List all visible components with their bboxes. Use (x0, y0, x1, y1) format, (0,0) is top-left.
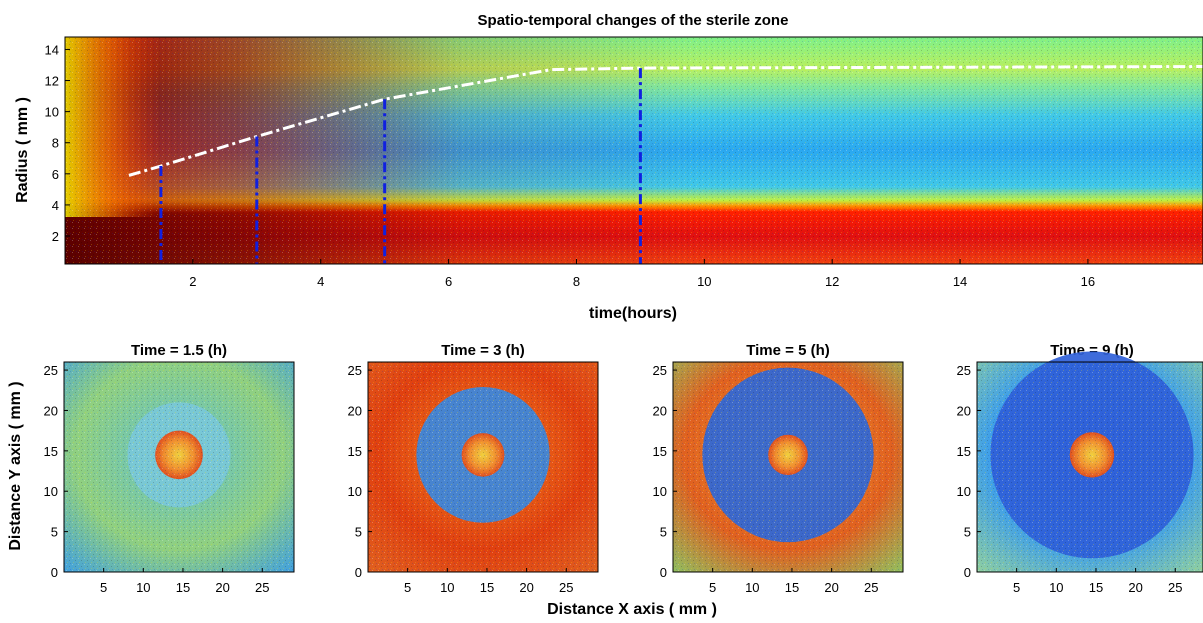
panel-y-tick-label: 20 (348, 403, 362, 418)
top-x-tick-label: 4 (317, 274, 324, 289)
panel-x-tick-label: 25 (559, 580, 573, 595)
panel-noise (977, 362, 1203, 572)
panel-x-tick-label: 10 (136, 580, 150, 595)
panel-y-tick-label: 25 (44, 363, 58, 378)
panel-title: Time = 3 (h) (441, 342, 525, 359)
top-plot-frame (64, 36, 1203, 265)
bottom-y-axis-label: Distance Y axis ( mm ) (7, 381, 24, 550)
panel-x-tick-label: 20 (1128, 580, 1142, 595)
top-y-tick-label: 4 (52, 198, 59, 213)
top-x-tick-label: 12 (825, 274, 839, 289)
top-x-tick-label: 16 (1081, 274, 1095, 289)
heatmap-noise (65, 37, 1203, 264)
panel-x-tick-label: 15 (1089, 580, 1103, 595)
panel-y-tick-label: 5 (660, 525, 667, 540)
panel-x-tick-label: 25 (1168, 580, 1182, 595)
panel-y-tick-label: 15 (44, 444, 58, 459)
panel-x-tick-label: 10 (745, 580, 759, 595)
panel-x-tick-label: 10 (1049, 580, 1063, 595)
panel-noise (368, 362, 598, 572)
panel-y-tick-label: 5 (355, 525, 362, 540)
panel-x-tick-label: 15 (785, 580, 799, 595)
panel-x-tick-label: 15 (480, 580, 494, 595)
top-chart-title: Spatio-temporal changes of the sterile z… (478, 12, 789, 29)
panel-y-tick-label: 15 (957, 444, 971, 459)
panel-title: Time = 1.5 (h) (131, 342, 227, 359)
panel-x-tick-label: 25 (864, 580, 878, 595)
panel-y-tick-label: 10 (44, 484, 58, 499)
top-x-axis-label: time(hours) (589, 305, 677, 322)
top-y-axis-label: Radius ( mm ) (14, 97, 31, 203)
top-y-tick-label: 14 (45, 42, 59, 57)
top-x-tick-label: 8 (573, 274, 580, 289)
panel-y-tick-label: 0 (964, 565, 971, 580)
panel-x-tick-label: 5 (404, 580, 411, 595)
panel-y-tick-label: 0 (660, 565, 667, 580)
panel-y-tick-label: 10 (653, 484, 667, 499)
panel-y-tick-label: 0 (355, 565, 362, 580)
top-axes: 2 4 6 8 10 12 14 16 2 4 6 8 10 12 14 (45, 36, 1203, 289)
panel-y-tick-label: 20 (957, 403, 971, 418)
top-heatmap (65, 37, 1203, 264)
top-x-tick-label: 10 (697, 274, 711, 289)
panel-frame (672, 361, 904, 573)
top-y-tick-label: 8 (52, 136, 59, 151)
panel-frame (63, 361, 295, 573)
top-overlay-lines (128, 65, 1203, 264)
panel-frame (367, 361, 599, 573)
panel-title: Time = 5 (h) (746, 342, 830, 359)
panel-y-tick-label: 20 (653, 403, 667, 418)
top-y-tick-label: 6 (52, 167, 59, 182)
panel-y-tick-label: 10 (348, 484, 362, 499)
panel-x-tick-label: 20 (215, 580, 229, 595)
panel-y-tick-label: 15 (348, 444, 362, 459)
panel-x-tick-label: 10 (440, 580, 454, 595)
panel-x-tick-label: 5 (100, 580, 107, 595)
top-x-tick-label: 6 (445, 274, 452, 289)
panel-x-tick-label: 5 (709, 580, 716, 595)
panel-y-tick-label: 25 (653, 363, 667, 378)
panel-x-tick-label: 20 (824, 580, 838, 595)
panel-y-tick-label: 25 (348, 363, 362, 378)
panel-y-tick-label: 20 (44, 403, 58, 418)
panel-noise (64, 362, 294, 572)
panel-noise (673, 362, 903, 572)
panel-3h: Time = 3 (h) 5 10 15 20 25 0 5 10 15 20 25 (348, 342, 599, 595)
top-y-tick-label: 12 (45, 74, 59, 89)
panel-x-tick-label: 15 (176, 580, 190, 595)
panel-y-tick-label: 15 (653, 444, 667, 459)
panel-y-tick-label: 10 (957, 484, 971, 499)
panel-5h: Time = 5 (h) 5 10 15 20 25 0 5 10 15 20 25 (653, 342, 904, 595)
panel-y-tick-label: 25 (957, 363, 971, 378)
top-x-tick-label: 2 (189, 274, 196, 289)
panel-x-tick-label: 5 (1013, 580, 1020, 595)
panel-y-tick-label: 0 (51, 565, 58, 580)
panel-y-tick-label: 5 (51, 525, 58, 540)
panel-x-tick-label: 20 (519, 580, 533, 595)
top-y-tick-label: 10 (45, 105, 59, 120)
top-y-tick-label: 2 (52, 229, 59, 244)
panel-frame (976, 361, 1203, 573)
panel-1.5h: Time = 1.5 (h) 5 10 15 20 25 0 5 10 15 20 25 (44, 342, 295, 595)
bottom-x-axis-label: Distance X axis ( mm ) (547, 601, 717, 618)
panel-y-tick-label: 5 (964, 525, 971, 540)
top-x-tick-label: 14 (953, 274, 967, 289)
panel-x-tick-label: 25 (255, 580, 269, 595)
